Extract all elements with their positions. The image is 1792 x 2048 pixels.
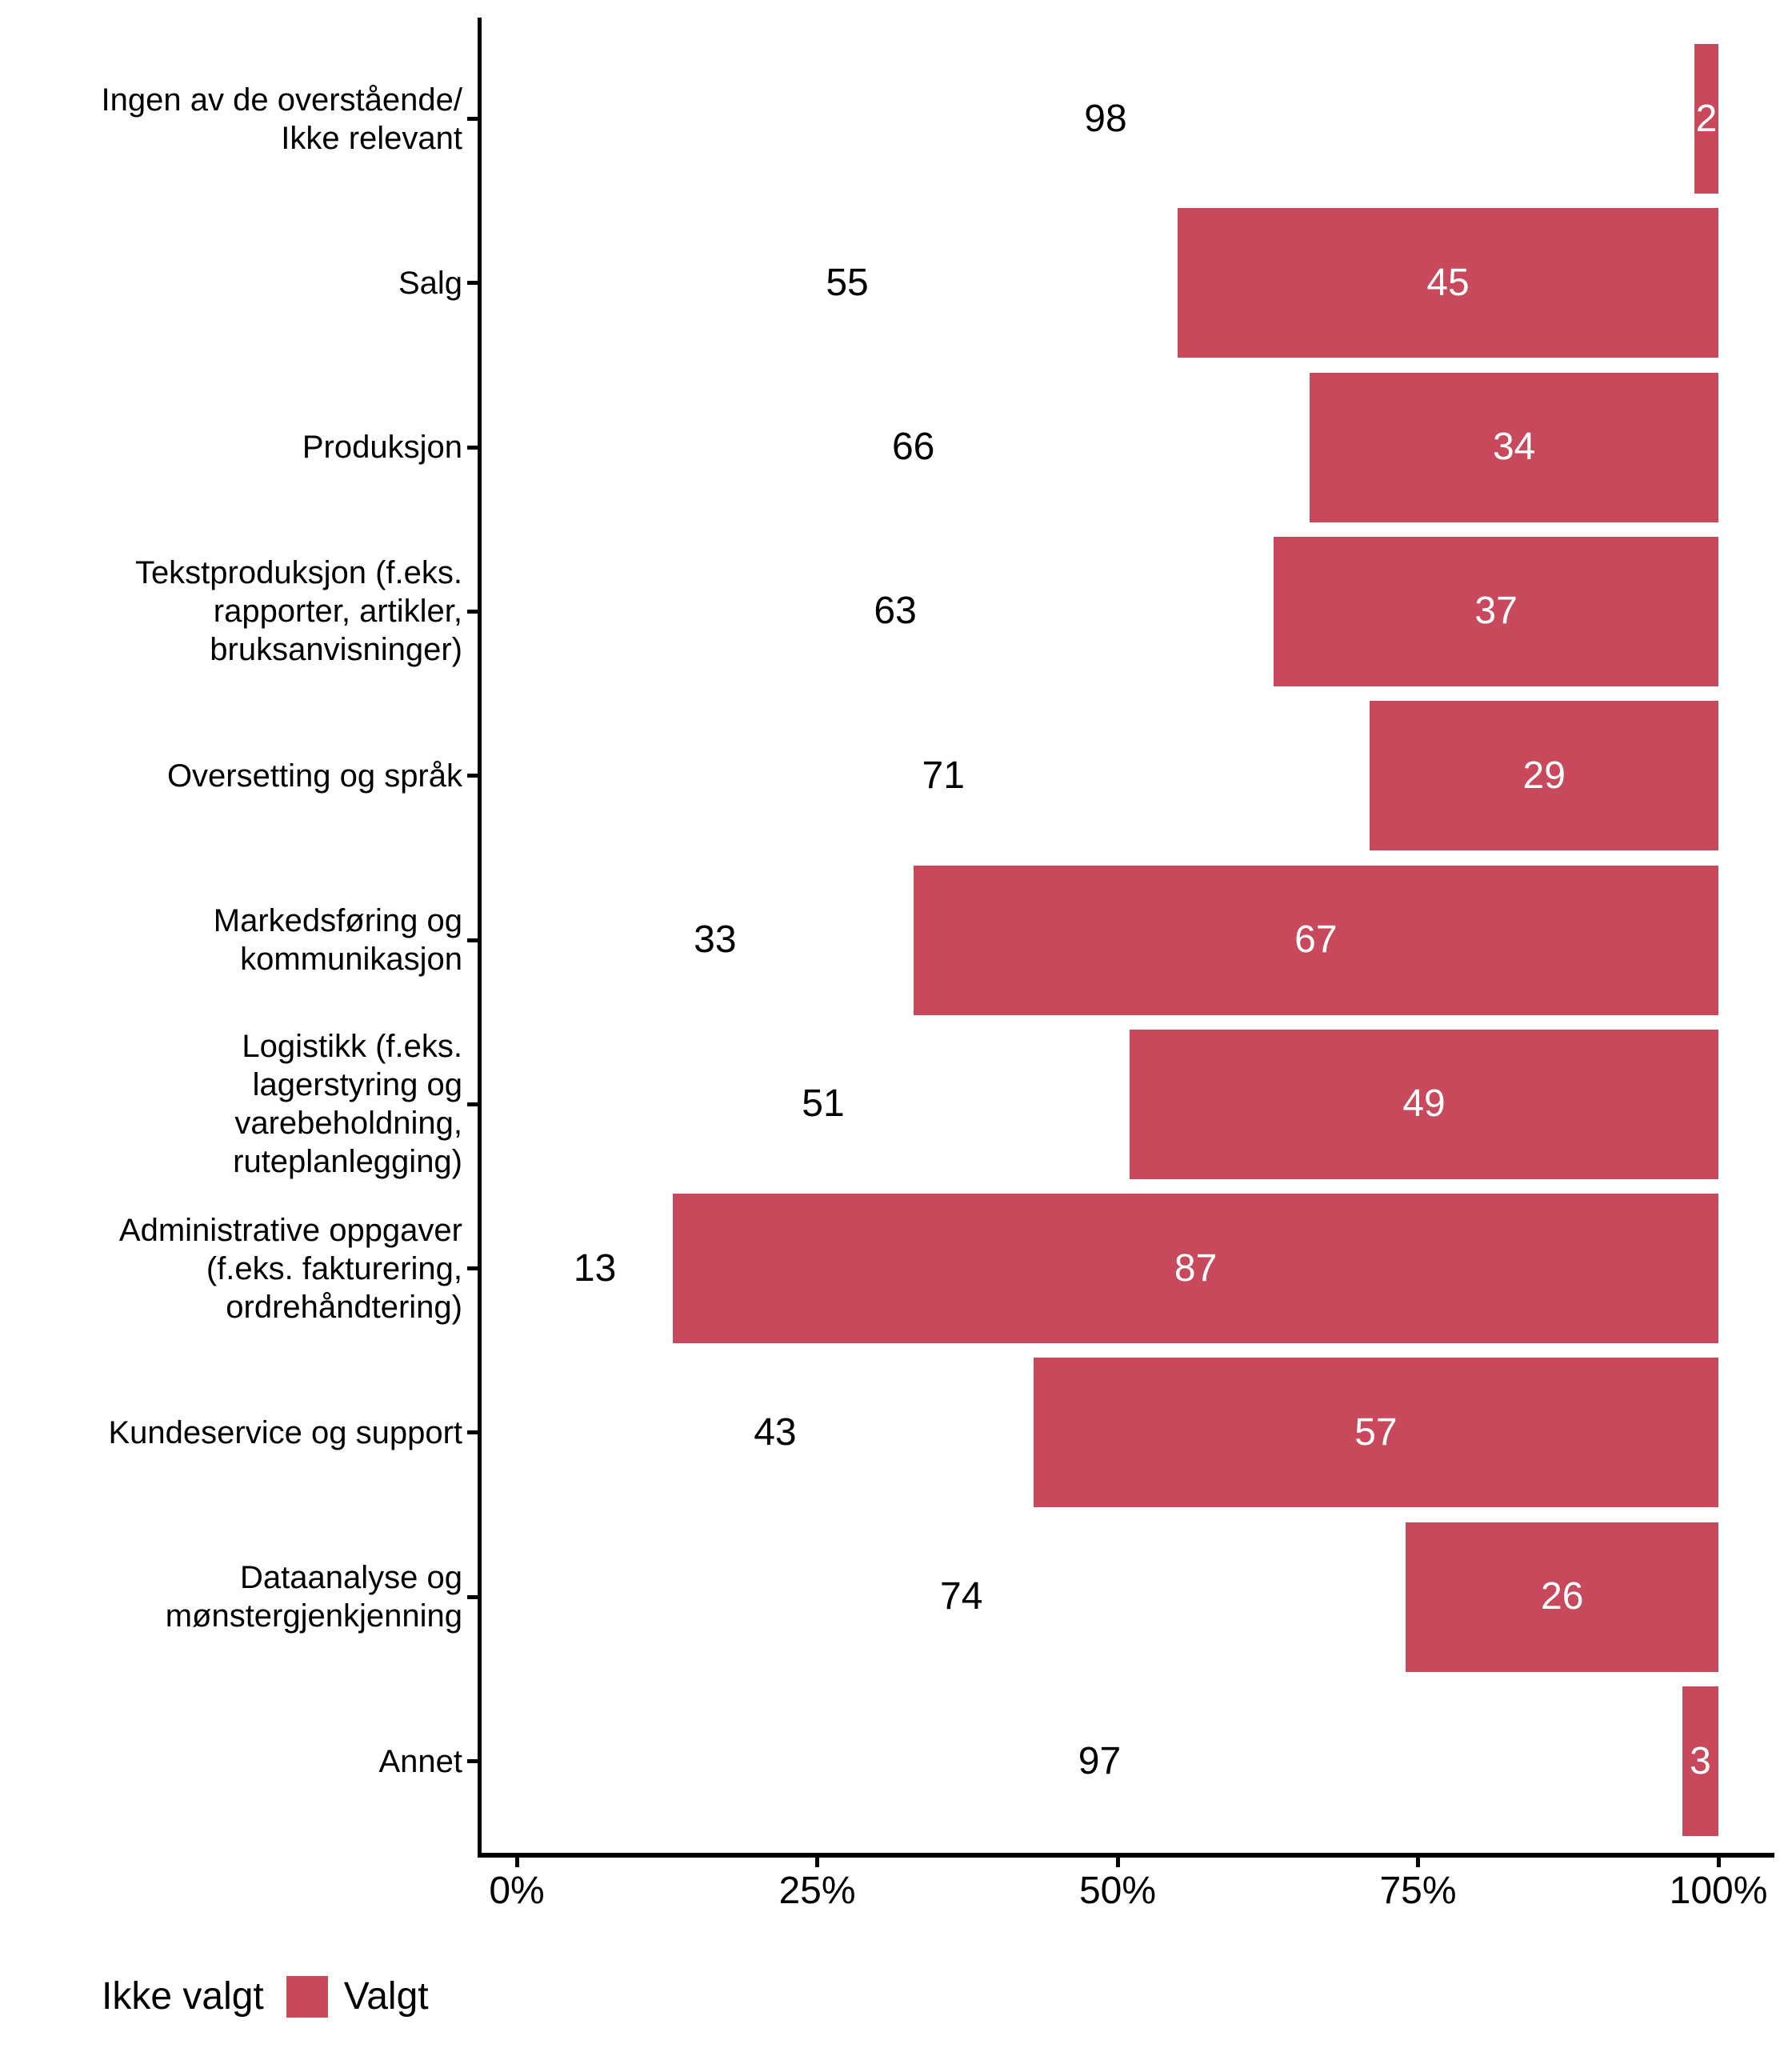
value-label-valgt: 26 xyxy=(1541,1575,1584,1618)
legend-swatch-valgt xyxy=(286,1975,328,2018)
bar-valgt xyxy=(1370,701,1718,851)
bar-valgt xyxy=(1033,1358,1718,1508)
category-label: Ingen av de overstående/ Ikke relevant xyxy=(101,82,462,156)
x-tick xyxy=(1115,1858,1120,1867)
value-label-ikke-valgt: 33 xyxy=(694,918,737,961)
y-tick xyxy=(467,609,478,614)
bar-valgt xyxy=(1694,44,1718,194)
category-label: Administrative oppgaver (f.eks. fakturer… xyxy=(118,1212,462,1325)
y-tick xyxy=(467,117,478,121)
category-label: Markedsføring og kommunikasjon xyxy=(213,903,462,977)
category-label: Salg xyxy=(398,265,462,301)
value-label-valgt: 29 xyxy=(1522,754,1566,797)
legend-label-ikke-valgt: Ikke valgt xyxy=(102,1975,264,2018)
category-label: Produksjon xyxy=(302,430,462,466)
value-label-ikke-valgt: 74 xyxy=(940,1575,983,1618)
value-label-valgt: 45 xyxy=(1426,261,1470,304)
y-tick xyxy=(467,938,478,942)
x-tick-label: 50% xyxy=(1078,1870,1157,1912)
legend: Ikke valgt Valgt xyxy=(44,1974,429,2018)
value-label-valgt: 67 xyxy=(1294,918,1338,961)
x-tick xyxy=(1716,1858,1721,1867)
y-tick xyxy=(467,1759,478,1763)
category-label: Kundeservice og support xyxy=(108,1414,463,1450)
value-label-valgt: 2 xyxy=(1695,97,1718,140)
x-tick-label: 75% xyxy=(1379,1870,1457,1912)
x-tick-label: 100% xyxy=(1669,1870,1768,1912)
category-label: Logistikk (f.eks. lagerstyring og varebe… xyxy=(233,1029,462,1180)
value-label-valgt: 37 xyxy=(1474,590,1518,633)
y-tick xyxy=(467,1102,478,1106)
legend-swatch-ikke-valgt xyxy=(44,1975,86,2018)
category-label: Tekstproduksjon (f.eks. rapporter, artik… xyxy=(134,555,462,668)
bar-valgt xyxy=(1178,208,1718,358)
bar-valgt xyxy=(1682,1686,1718,1836)
y-tick xyxy=(467,1594,478,1599)
value-label-ikke-valgt: 66 xyxy=(891,426,935,469)
value-label-ikke-valgt: 63 xyxy=(874,590,917,633)
value-label-ikke-valgt: 43 xyxy=(754,1410,797,1454)
category-label: Annet xyxy=(378,1743,462,1779)
x-tick-label: 0% xyxy=(489,1870,545,1912)
bar-valgt xyxy=(1310,372,1718,522)
value-label-valgt: 3 xyxy=(1690,1739,1711,1782)
y-tick xyxy=(467,774,478,778)
category-label: Dataanalyse og mønstergjenkjenning xyxy=(165,1560,462,1634)
value-label-valgt: 57 xyxy=(1354,1410,1398,1454)
x-tick xyxy=(815,1858,819,1867)
value-label-ikke-valgt: 98 xyxy=(1084,97,1127,140)
bar-valgt xyxy=(673,1194,1718,1344)
x-axis-line xyxy=(478,1853,1774,1858)
value-label-ikke-valgt: 13 xyxy=(573,1246,617,1290)
value-label-ikke-valgt: 97 xyxy=(1078,1739,1122,1782)
y-tick xyxy=(467,1266,478,1271)
value-label-valgt: 49 xyxy=(1402,1082,1446,1126)
y-tick xyxy=(467,1430,478,1435)
y-tick xyxy=(467,445,478,450)
y-axis-line xyxy=(478,18,482,1858)
value-label-valgt: 34 xyxy=(1492,426,1536,469)
value-label-valgt: 87 xyxy=(1174,1246,1218,1290)
x-tick xyxy=(514,1858,519,1867)
bar-valgt xyxy=(913,865,1718,1015)
value-label-ikke-valgt: 71 xyxy=(922,754,965,797)
y-tick xyxy=(467,281,478,286)
category-label: Oversetting og språk xyxy=(166,758,462,794)
bar-valgt xyxy=(1274,536,1718,686)
legend-label-valgt: Valgt xyxy=(343,1975,429,2018)
value-label-ikke-valgt: 55 xyxy=(826,261,869,304)
bar-valgt xyxy=(1406,1522,1718,1672)
x-tick-label: 25% xyxy=(778,1870,856,1912)
bar-valgt xyxy=(1130,1029,1718,1179)
value-label-ikke-valgt: 51 xyxy=(802,1082,845,1126)
x-tick xyxy=(1416,1858,1420,1867)
